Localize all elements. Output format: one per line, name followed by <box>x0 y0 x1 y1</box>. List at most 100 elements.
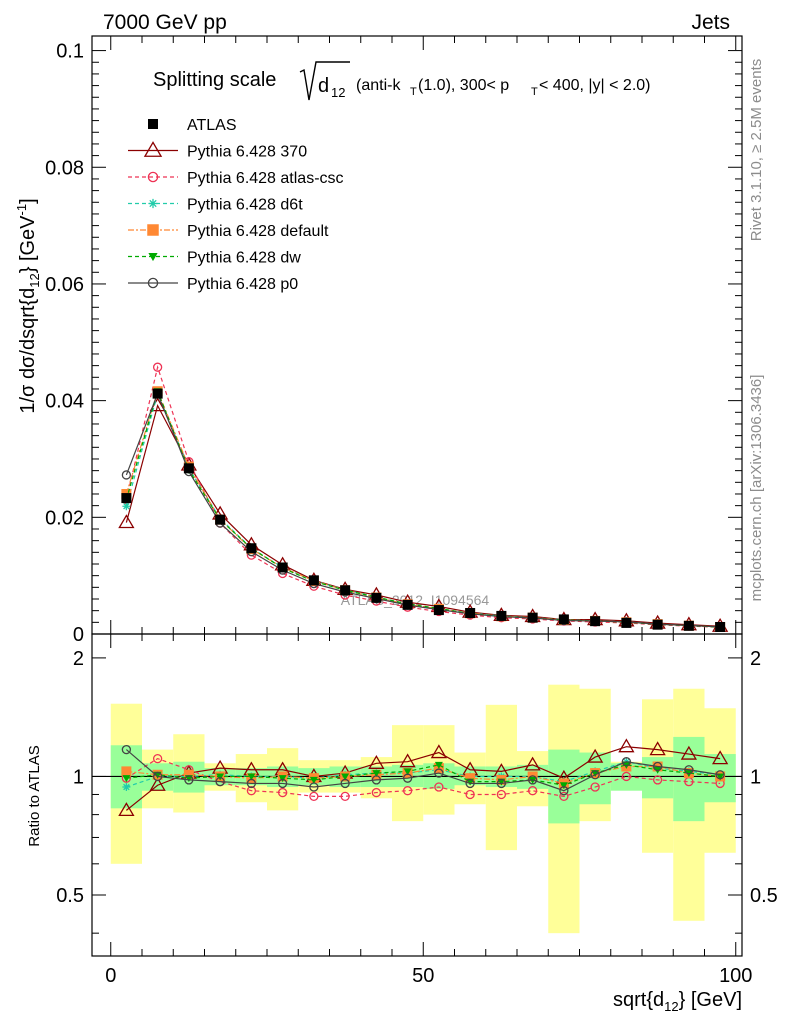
ratio-tick-label: 2 <box>73 648 84 670</box>
legend-marker <box>148 119 158 129</box>
ratio-axes: 0.5 0.5 1 1 2 2 0 50 100 <box>56 633 778 987</box>
ratio-y-axis-label: Ratio to ATLAS <box>26 745 43 846</box>
xlabel-part-b: } [GeV] <box>679 989 742 1011</box>
data-point <box>121 493 132 504</box>
y-tick-label: 0.02 <box>45 507 84 529</box>
ratio-tick-label-right: 2 <box>750 648 761 670</box>
ratio-point <box>121 744 132 755</box>
ratio-line <box>126 761 721 788</box>
data-point <box>558 614 569 625</box>
ratio-point <box>121 766 132 777</box>
ratio-point <box>434 761 443 769</box>
ratio-line <box>126 764 721 786</box>
ratio-point <box>652 775 663 785</box>
ratio-point <box>402 786 413 796</box>
ratio-point <box>434 768 444 778</box>
legend-label: Pythia 6.428 d6t <box>187 197 303 214</box>
legend-marker <box>147 224 159 236</box>
ratio-point <box>309 776 318 784</box>
ratio-point <box>216 773 225 781</box>
ratio-point <box>215 777 225 787</box>
ratio-point <box>372 770 381 778</box>
ratio-point <box>368 754 385 769</box>
ratio-point <box>309 782 319 792</box>
main-axes: 0 0.02 0.04 0.06 0.08 0.1 <box>45 35 743 646</box>
legend-entry-p370: Pythia 6.428 370 <box>128 141 307 161</box>
legend-marker <box>148 253 158 262</box>
ratio-point <box>559 791 569 802</box>
energy-label: 7000 GeV pp <box>103 11 227 34</box>
ratio-point <box>618 738 635 753</box>
ratio-point <box>277 778 288 789</box>
ratio-point <box>684 765 694 775</box>
data-point <box>621 617 632 628</box>
ratio-point <box>371 787 382 798</box>
title-sqrt-sub: 12 <box>331 85 345 100</box>
ratio-point <box>586 748 604 763</box>
ratio-point <box>399 753 416 768</box>
data-point <box>465 607 476 618</box>
ylabel-sup: -1 <box>14 204 29 216</box>
data-point <box>277 562 288 573</box>
ratio-point <box>278 775 287 783</box>
ratio-uncertainty-bands <box>110 684 736 934</box>
x-tick-label: 0 <box>105 965 116 987</box>
title-paren-a: (anti-k <box>356 77 401 94</box>
ylabel-sub: 12 <box>27 273 42 287</box>
ratio-point <box>340 791 350 802</box>
title-paren-c: < 400, |y| < 2.0) <box>539 77 651 94</box>
legend-label: ATLAS <box>187 117 237 134</box>
ratio-point <box>340 778 350 789</box>
data-point <box>122 502 131 511</box>
y-tick-label: 0.06 <box>45 274 84 296</box>
data-point <box>152 388 163 399</box>
ratio-tick-label: 1 <box>73 766 84 788</box>
ratio-tick-label-right: 1 <box>750 766 761 788</box>
legend-marker <box>143 141 163 157</box>
x-tick-label: 100 <box>719 965 752 987</box>
legend-entry-default: Pythia 6.428 default <box>128 223 329 240</box>
rivet-version-label: Rivet 3.1.10, ≥ 2.5M events <box>748 59 765 242</box>
legend-entry-d6t: Pythia 6.428 d6t <box>128 197 303 214</box>
ratio-point <box>496 778 507 789</box>
legend-entry-data: ATLAS <box>148 117 237 134</box>
title-paren-b-sub: T <box>531 86 538 98</box>
series-data <box>121 388 726 632</box>
ratio-frame <box>91 633 743 957</box>
ylabel-part-c: ] <box>17 198 39 204</box>
ratio-line <box>125 749 721 792</box>
ratio-point <box>524 756 541 771</box>
ylabel-part-a: 1/σ dσ/dsqrt{d <box>17 288 39 414</box>
data-point <box>590 616 601 627</box>
data-point <box>371 592 382 603</box>
data-point <box>496 610 507 621</box>
sqrt-radical <box>299 61 350 101</box>
ratio-point <box>118 802 135 817</box>
ratio-point <box>246 778 257 789</box>
ratio-point <box>649 741 666 756</box>
legend-label: Pythia 6.428 370 <box>187 144 307 161</box>
data-point <box>183 463 194 474</box>
ratio-point <box>621 757 632 767</box>
legend-entry-atlascsc: Pythia 6.428 atlas-csc <box>128 170 344 187</box>
data-point <box>121 470 132 480</box>
band-inner-bin <box>673 736 705 822</box>
ratio-point <box>716 773 725 781</box>
data-point <box>433 605 444 616</box>
legend-marker <box>147 171 159 183</box>
y-tick-label: 0.08 <box>45 157 84 179</box>
data-point <box>118 514 135 529</box>
ratio-point <box>680 745 698 760</box>
y-axis-label: 1/σ dσ/dsqrt{d12} [GeV-1] <box>14 198 42 413</box>
legend-entry-p0: Pythia 6.428 p0 <box>128 276 298 293</box>
ratio-point <box>590 782 600 792</box>
ratio-point <box>152 771 163 782</box>
ratio-point <box>527 786 538 796</box>
ratio-point <box>652 761 663 772</box>
ratio-point <box>184 775 194 785</box>
ratio-point <box>590 770 600 780</box>
title-paren-b: (1.0), 300< p <box>418 77 509 94</box>
ratio-point <box>496 789 507 800</box>
mcplots-label: mcplots.cern.ch [arXiv:1306.3436] <box>748 375 765 602</box>
ratio-point <box>430 744 448 759</box>
